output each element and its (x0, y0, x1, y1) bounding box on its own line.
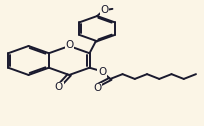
Text: O: O (100, 5, 109, 15)
Text: O: O (98, 67, 106, 77)
Text: O: O (65, 40, 73, 50)
Text: O: O (93, 83, 102, 93)
Text: O: O (55, 82, 63, 92)
